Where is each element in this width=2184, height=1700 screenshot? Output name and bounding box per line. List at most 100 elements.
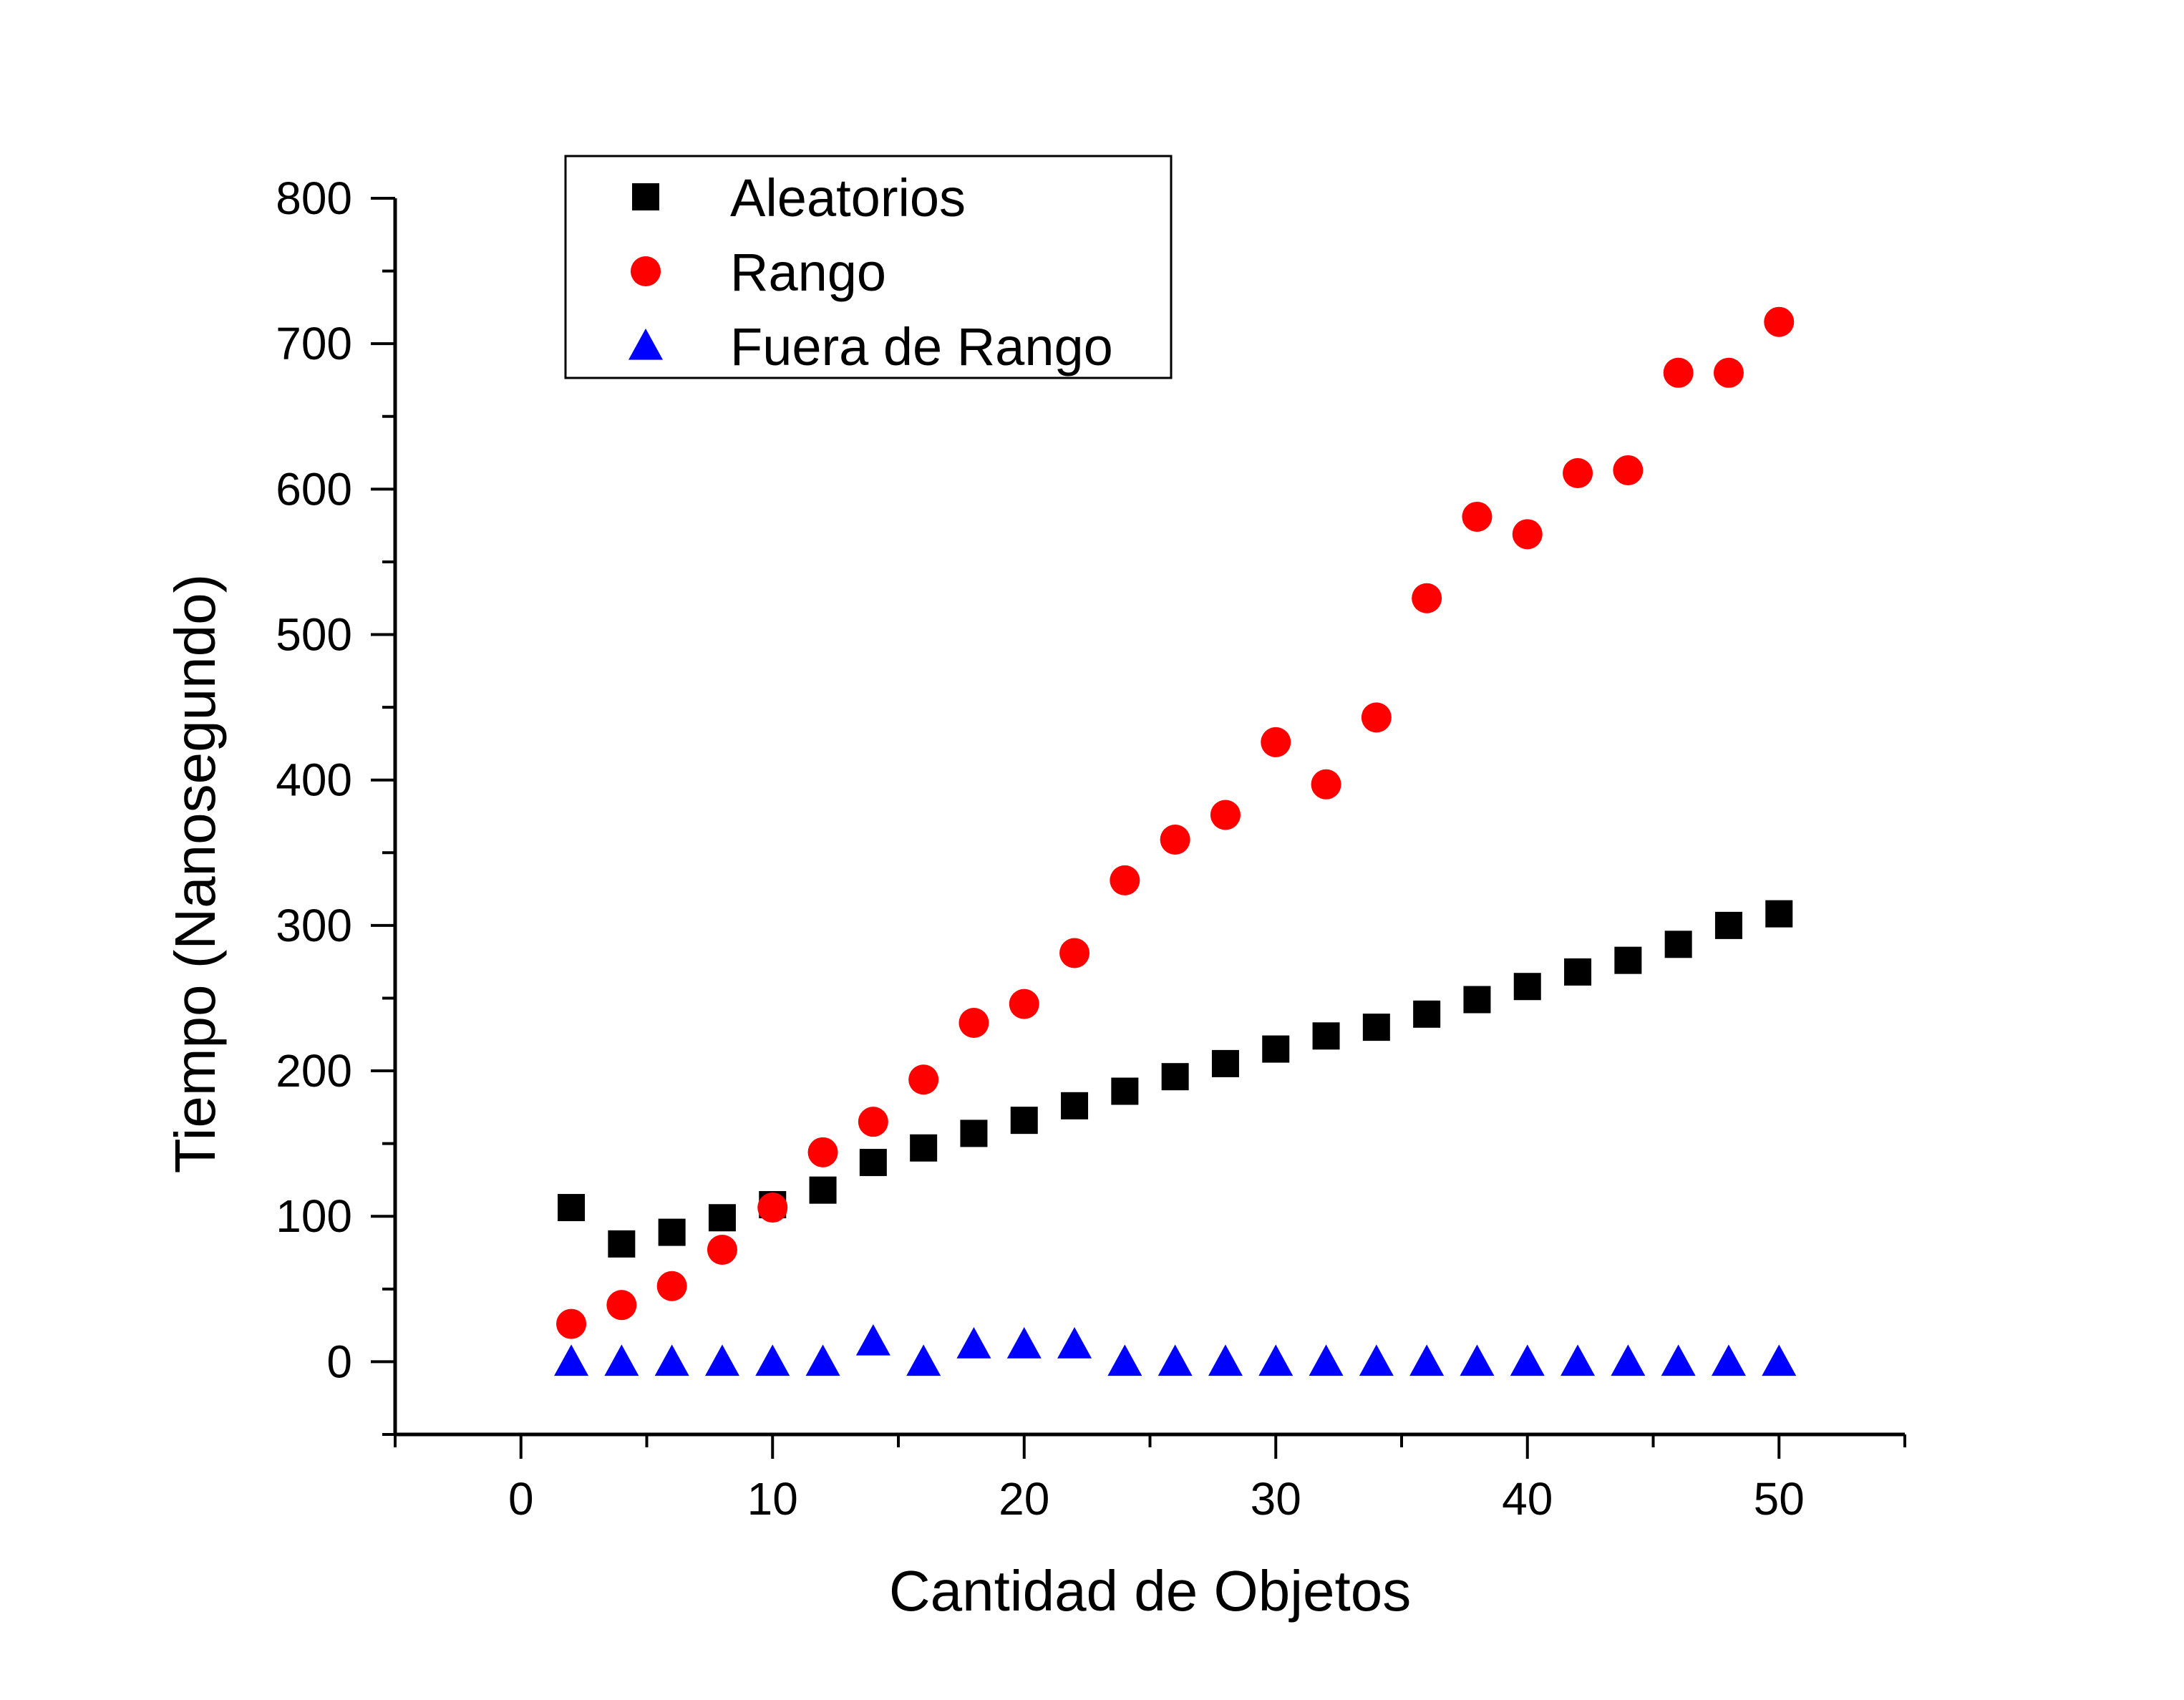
- data-point-fuera-de-rango: [1309, 1344, 1344, 1376]
- x-axis-title: Cantidad de Objetos: [889, 1559, 1411, 1623]
- series-rango: [556, 306, 1795, 1339]
- y-tick-label: 300: [276, 900, 352, 951]
- data-point-rango: [1713, 357, 1744, 388]
- data-point-fuera-de-rango: [1107, 1344, 1142, 1376]
- x-tick-label: 0: [508, 1473, 534, 1525]
- data-point-aleatorios: [910, 1134, 938, 1162]
- data-point-fuera-de-rango: [1762, 1344, 1797, 1376]
- data-point-fuera-de-rango: [805, 1344, 840, 1376]
- data-point-aleatorios: [859, 1149, 887, 1177]
- data-point-aleatorios: [1413, 1000, 1441, 1028]
- data-point-aleatorios: [658, 1218, 686, 1246]
- data-point-rango: [1563, 458, 1593, 489]
- y-tick-label: 500: [276, 609, 352, 661]
- data-point-fuera-de-rango: [554, 1344, 589, 1376]
- data-point-aleatorios: [1312, 1022, 1340, 1050]
- y-tick-label: 700: [276, 318, 352, 369]
- data-point-aleatorios: [960, 1119, 988, 1147]
- data-point-rango: [1764, 306, 1795, 337]
- data-point-aleatorios: [1513, 973, 1541, 1001]
- y-tick-label: 800: [276, 173, 352, 224]
- data-point-rango: [1663, 357, 1694, 388]
- data-point-aleatorios: [809, 1176, 837, 1204]
- data-point-rango: [1361, 702, 1392, 733]
- y-axis-title: Tiempo (Nanosegundo): [163, 574, 227, 1174]
- data-point-rango: [1412, 583, 1442, 613]
- data-point-fuera-de-rango: [1258, 1344, 1294, 1376]
- data-point-fuera-de-rango: [1157, 1344, 1193, 1376]
- legend-marker-aleatorios: [632, 183, 659, 210]
- data-point-rango: [656, 1271, 687, 1301]
- x-tick-label: 30: [1251, 1473, 1301, 1525]
- data-point-rango: [1512, 519, 1543, 550]
- data-point-aleatorios: [1614, 946, 1642, 974]
- data-point-fuera-de-rango: [906, 1344, 941, 1376]
- plot-area: [554, 306, 1797, 1376]
- data-point-rango: [707, 1234, 737, 1265]
- data-point-rango: [908, 1064, 939, 1095]
- legend-label: Rango: [730, 243, 886, 302]
- data-point-fuera-de-rango: [755, 1344, 790, 1376]
- data-point-rango: [1160, 825, 1190, 855]
- data-point-rango: [1261, 727, 1291, 757]
- data-point-aleatorios: [1010, 1107, 1038, 1135]
- data-point-fuera-de-rango: [1611, 1344, 1646, 1376]
- data-point-aleatorios: [608, 1230, 636, 1258]
- x-tick-label: 10: [747, 1473, 798, 1525]
- x-tick-label: 40: [1502, 1473, 1553, 1525]
- data-point-aleatorios: [1714, 911, 1742, 939]
- data-point-aleatorios: [1564, 958, 1592, 986]
- data-point-rango: [958, 1008, 989, 1039]
- data-point-aleatorios: [1463, 986, 1491, 1014]
- data-point-aleatorios: [1211, 1049, 1239, 1077]
- data-point-aleatorios: [1061, 1092, 1089, 1119]
- data-point-fuera-de-rango: [1359, 1344, 1394, 1376]
- data-point-aleatorios: [708, 1204, 736, 1232]
- data-point-rango: [606, 1290, 637, 1321]
- data-point-rango: [1110, 865, 1140, 895]
- data-point-fuera-de-rango: [1460, 1344, 1495, 1376]
- data-point-aleatorios: [1111, 1077, 1139, 1105]
- data-point-fuera-de-rango: [1057, 1327, 1092, 1359]
- data-point-aleatorios: [558, 1194, 586, 1222]
- legend-label: Aleatorios: [730, 168, 966, 228]
- legend-label: Fuera de Rango: [730, 317, 1113, 377]
- data-point-fuera-de-rango: [1510, 1344, 1545, 1376]
- data-point-fuera-de-rango: [604, 1344, 639, 1376]
- y-tick-label: 600: [276, 463, 352, 515]
- data-point-fuera-de-rango: [1208, 1344, 1243, 1376]
- data-point-rango: [1210, 800, 1241, 830]
- legend-marker-fuera-de-rango: [628, 329, 663, 360]
- series-aleatorios: [558, 900, 1793, 1258]
- data-point-fuera-de-rango: [855, 1323, 890, 1356]
- data-point-aleatorios: [1664, 931, 1692, 958]
- data-point-rango: [1059, 938, 1090, 968]
- data-point-rango: [807, 1137, 838, 1167]
- data-point-aleatorios: [1362, 1014, 1390, 1041]
- data-point-aleatorios: [1161, 1063, 1189, 1091]
- data-point-rango: [1462, 501, 1493, 532]
- data-point-fuera-de-rango: [1006, 1327, 1042, 1359]
- x-tick-label: 20: [999, 1473, 1049, 1525]
- legend-marker-rango: [631, 256, 661, 286]
- y-tick-label: 200: [276, 1045, 352, 1097]
- y-tick-label: 400: [276, 754, 352, 806]
- data-point-fuera-de-rango: [1561, 1344, 1596, 1376]
- data-point-fuera-de-rango: [654, 1344, 689, 1376]
- legend-box: [564, 155, 1173, 379]
- legend: Aleatorios Rango Fuera de Rango: [564, 155, 1173, 379]
- data-point-fuera-de-rango: [704, 1344, 739, 1376]
- data-point-rango: [858, 1107, 888, 1137]
- y-tick-label: 0: [326, 1336, 352, 1387]
- data-point-fuera-de-rango: [956, 1327, 991, 1359]
- axes: 0 100 200 300 400 500 600 700 800 0 10 20 30 40 50: [276, 173, 1906, 1525]
- data-point-rango: [757, 1193, 788, 1223]
- data-point-fuera-de-rango: [1711, 1344, 1746, 1376]
- data-point-fuera-de-rango: [1409, 1344, 1445, 1376]
- data-point-aleatorios: [1262, 1035, 1290, 1063]
- data-point-rango: [1009, 989, 1039, 1019]
- series-fuera-de-rango: [554, 1323, 1797, 1376]
- data-point-fuera-de-rango: [1661, 1344, 1696, 1376]
- data-point-rango: [1613, 455, 1644, 485]
